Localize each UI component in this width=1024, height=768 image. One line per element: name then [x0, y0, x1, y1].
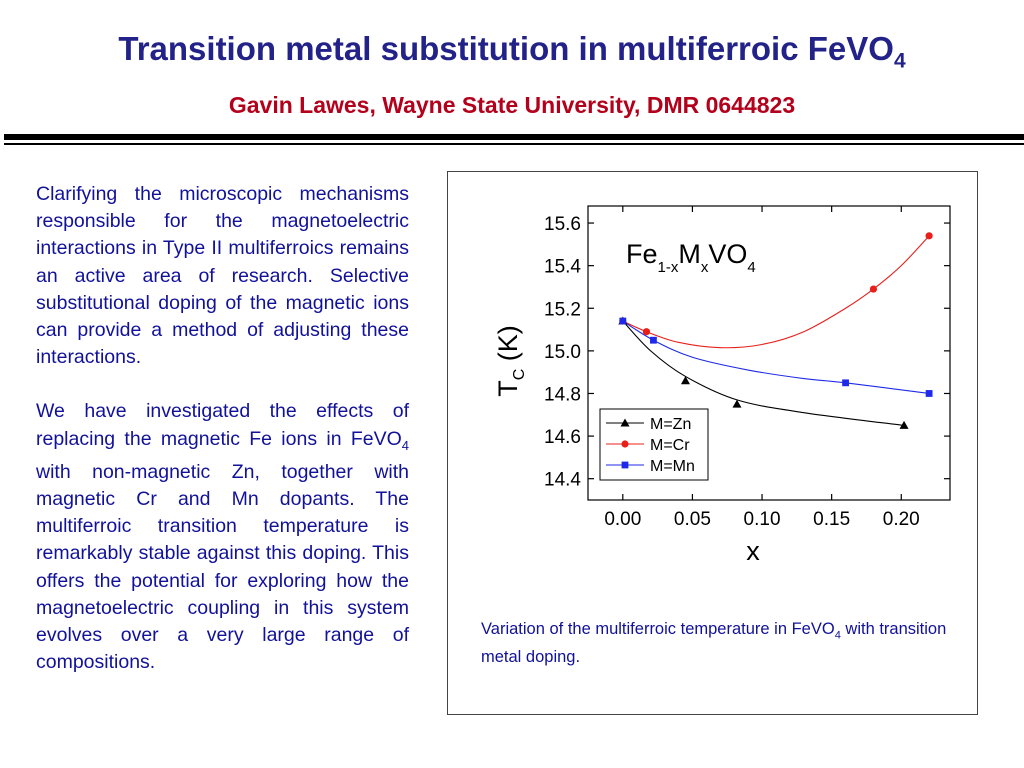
formula-sub-1: 1-x: [658, 259, 679, 276]
paragraph-2-text-a: We have investigated the effects of repl…: [36, 400, 409, 450]
data-point-m-mn: [650, 336, 657, 344]
data-point-m-cr: [925, 232, 933, 240]
y-tick-label: 14.4: [544, 470, 581, 491]
y-tick-label: 15.2: [544, 299, 581, 320]
formula-label: Fe1-xMxVO4: [626, 239, 756, 276]
x-axis-label: x: [746, 536, 760, 566]
caption-text-b: with transition metal doping.: [481, 620, 947, 667]
y-label-unit: (K): [493, 325, 523, 369]
x-tick-label: 0.15: [813, 509, 850, 530]
data-point-m-zn: [680, 376, 690, 385]
body-text: Clarifying the microscopic mechanisms re…: [36, 181, 409, 703]
divider-thin: [4, 143, 1024, 145]
y-label-t: T: [493, 380, 523, 397]
legend-marker: [621, 440, 629, 448]
legend-label: M=Cr: [650, 437, 690, 454]
x-tick-label: 0.00: [604, 509, 641, 530]
legend-label: M=Zn: [650, 416, 691, 433]
x-tick-label: 0.20: [883, 509, 920, 530]
slide-title: Transition metal substitution in multife…: [0, 30, 1024, 74]
plot-frame: [587, 205, 951, 501]
legend-marker: [620, 418, 630, 427]
slide-subtitle: Gavin Lawes, Wayne State University, DMR…: [228, 92, 796, 118]
tc-vs-x-chart: 0.00 0.05 0.10 0.15 0.20 14.4 14.6 14.8 15.0 15.2…: [493, 205, 951, 566]
legend-marker: [621, 461, 629, 469]
paragraph-2-text-b: with non-magnetic Zn, together with magn…: [36, 460, 409, 674]
title-text: Transition metal substitution in multife…: [118, 30, 894, 67]
y-tick-label: 15.4: [544, 257, 581, 278]
formula-m: M: [678, 239, 701, 269]
data-point-m-zn: [732, 399, 742, 408]
legend-label: M=Mn: [650, 458, 695, 475]
fit-line-m-mn: [622, 320, 930, 395]
formula-sub-2: x: [701, 259, 709, 276]
figure-caption: Variation of the multiferroic temperatur…: [481, 618, 971, 668]
data-point-m-mn: [619, 317, 627, 325]
caption-text-a: Variation of the multiferroic temperatur…: [481, 620, 835, 638]
x-tick-label: 0.05: [674, 509, 711, 530]
y-label-sub: C: [511, 369, 528, 381]
formula-vo: VO: [708, 239, 747, 269]
marker-layer: [618, 232, 933, 429]
data-point-m-mn: [925, 390, 933, 397]
figure-panel: 0.00 0.05 0.10 0.15 0.20 14.4 14.6 14.8 15.0 15.2…: [447, 171, 978, 715]
divider-thick: [4, 134, 1024, 140]
y-tick-label: 15.0: [544, 342, 581, 363]
data-point-m-mn: [842, 379, 849, 387]
x-tick-label: 0.10: [744, 509, 781, 530]
axes-layer: 0.00 0.05 0.10 0.15 0.20 14.4 14.6 14.8 15.0 15.2…: [544, 206, 950, 530]
caption-subscript: 4: [834, 629, 841, 642]
formula-fe: Fe: [626, 239, 658, 269]
y-axis-label: TC (K): [493, 325, 528, 397]
formula-sub-3: 4: [747, 259, 755, 276]
fit-line-m-zn: [622, 320, 905, 426]
data-point-m-cr: [869, 285, 878, 293]
fit-line-m-cr: [622, 235, 930, 349]
y-tick-label: 14.6: [544, 427, 581, 448]
data-point-m-zn: [899, 420, 909, 429]
data-point-m-cr: [642, 328, 651, 336]
title-subscript: 4: [893, 49, 906, 73]
paragraph-2-subscript: 4: [401, 437, 409, 453]
paragraph-1: Clarifying the microscopic mechanisms re…: [36, 183, 409, 369]
y-tick-label: 15.6: [544, 214, 581, 235]
paragraph-2: We have investigated the effects of repl…: [36, 398, 409, 676]
legend: M=Zn M=Cr M=Mn: [599, 408, 709, 481]
y-tick-label: 14.8: [544, 384, 581, 405]
